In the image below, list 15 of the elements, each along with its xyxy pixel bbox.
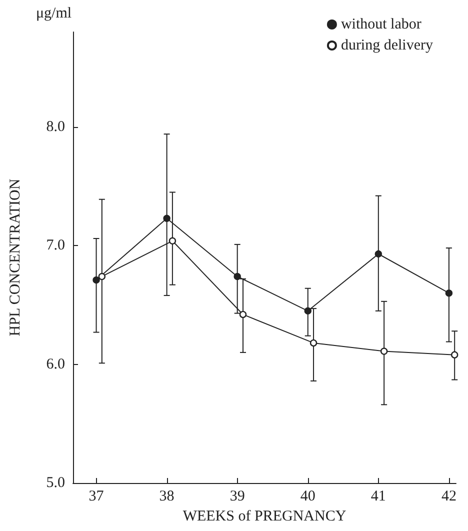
- legend-label: during delivery: [340, 38, 434, 54]
- y-tick-label: 7.0: [46, 238, 65, 254]
- y-tick-label: 8.0: [46, 118, 65, 135]
- x-tick-label: 42: [441, 488, 456, 504]
- text: μg/ml: [36, 6, 72, 22]
- y-axis-title: HPL CONCENTRATION: [8, 178, 24, 336]
- x-tick-label: 38: [159, 488, 174, 504]
- x-tick-label: 41: [370, 488, 386, 504]
- x-axis-title: WEEKS of PREGNANCY: [182, 508, 346, 524]
- x-tick-label: 40: [300, 488, 316, 504]
- x-tick-label: 37: [88, 488, 104, 504]
- y-tick-label: 5.0: [46, 475, 65, 491]
- x-tick-label: 39: [230, 488, 245, 504]
- y-tick-label: 6.0: [46, 356, 65, 372]
- legend-label: without labor: [340, 16, 422, 32]
